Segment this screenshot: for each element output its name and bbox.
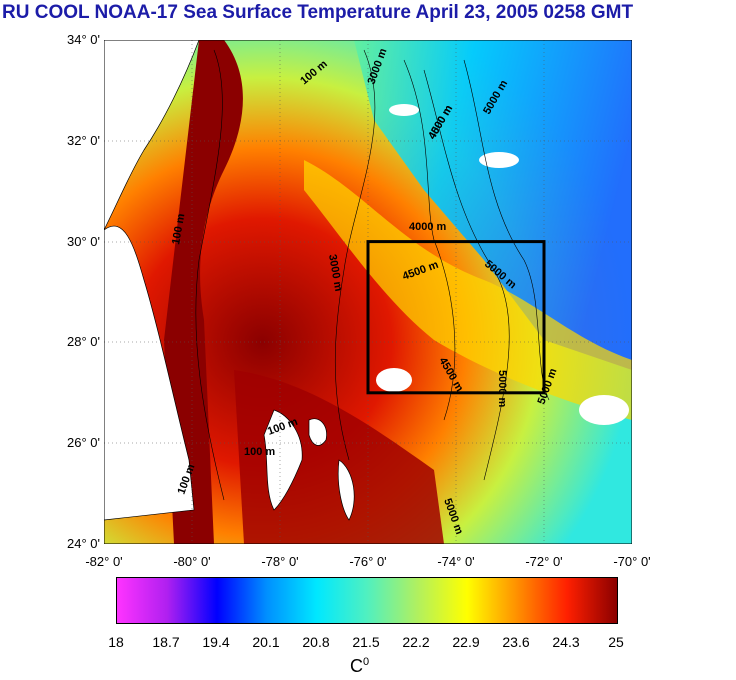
contour-depth-label: 5000 m <box>496 370 508 408</box>
contour-depth-label: 100 m <box>170 213 187 246</box>
latitude-label: 26° 0' <box>67 435 100 451</box>
longitude-label: -78° 0' <box>261 554 299 569</box>
cloud-patch <box>376 368 412 392</box>
latitude-label: 32° 0' <box>67 132 100 148</box>
contour-depth-label: 100 m <box>244 446 275 458</box>
colorbar-gradient <box>117 578 617 623</box>
longitude-label: -82° 0' <box>85 554 123 569</box>
contour-line <box>423 69 510 481</box>
colorbar-tick-label: 19.4 <box>202 634 230 650</box>
cloud-patch <box>389 104 419 116</box>
sst-map: 100 m 100 m 100 m 100 m 100 m 3000 m 3000 m 400… <box>104 40 632 544</box>
colorbar-tick-label: 22.9 <box>452 634 480 650</box>
colorbar-tick-label: 18 <box>108 634 124 650</box>
longitude-label: -74° 0' <box>437 554 475 569</box>
latitude-label: 28° 0' <box>67 334 100 350</box>
contour-depth-label: 4000 m <box>409 221 447 233</box>
longitude-label: -76° 0' <box>349 554 387 569</box>
colorbar-tick-label: 22.2 <box>402 634 430 650</box>
land-bahamas-north <box>263 409 303 511</box>
colorbar-tick-label: 23.6 <box>502 634 530 650</box>
cloud-patch <box>479 152 519 168</box>
cool-water-region <box>354 40 632 370</box>
land-bahamas-south <box>337 459 355 521</box>
cloud-patch <box>579 395 629 425</box>
page-title: RU COOL NOAA-17 Sea Surface Temperature … <box>2 2 634 23</box>
colorbar-tick-label: 18.7 <box>152 634 180 650</box>
latitude-label: 24° 0' <box>67 536 100 551</box>
colorbar-tick-label: 20.8 <box>302 634 330 650</box>
latitude-label: 30° 0' <box>67 233 100 249</box>
colorbar-unit: C0 <box>350 656 370 676</box>
land-bahamas-island <box>308 418 327 446</box>
study-area-box <box>366 240 546 395</box>
warm-water-south <box>234 370 444 544</box>
land-florida <box>104 225 195 521</box>
contour-line <box>403 59 456 421</box>
contour-line <box>334 49 376 461</box>
contour-line <box>463 59 550 401</box>
longitude-label: -70° 0' <box>613 554 651 569</box>
colorbar <box>116 577 618 624</box>
longitude-label: -80° 0' <box>173 554 211 569</box>
frontal-zone <box>304 160 632 420</box>
colorbar-tick-label: 25 <box>608 634 624 650</box>
contour-line <box>195 49 225 501</box>
colorbar-tick-label: 24.3 <box>552 634 580 650</box>
longitude-label: -72° 0' <box>525 554 563 569</box>
land-georgia-carolina <box>104 40 200 231</box>
latitude-label: 34° 0' <box>67 32 100 47</box>
colorbar-tick-label: 20.1 <box>252 634 280 650</box>
gulf-stream <box>164 40 243 544</box>
colorbar-tick-label: 21.5 <box>352 634 380 650</box>
